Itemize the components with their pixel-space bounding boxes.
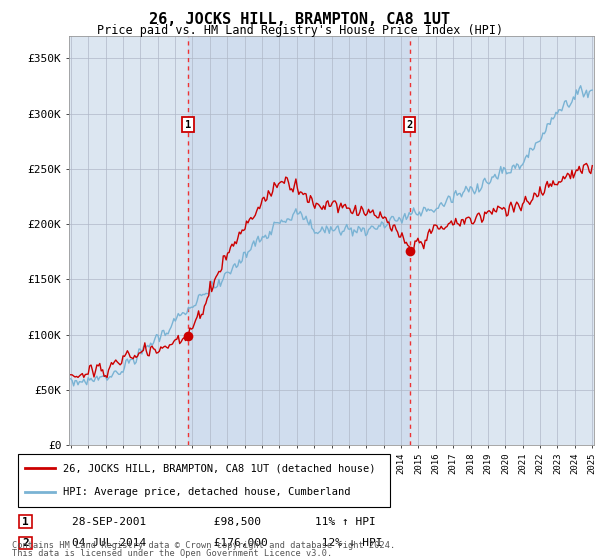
Text: 04-JUL-2014          £176,000        12% ↓ HPI: 04-JUL-2014 £176,000 12% ↓ HPI bbox=[45, 538, 383, 548]
Text: Price paid vs. HM Land Registry's House Price Index (HPI): Price paid vs. HM Land Registry's House … bbox=[97, 24, 503, 37]
Text: HPI: Average price, detached house, Cumberland: HPI: Average price, detached house, Cumb… bbox=[62, 487, 350, 497]
Text: 1: 1 bbox=[22, 517, 29, 526]
Text: This data is licensed under the Open Government Licence v3.0.: This data is licensed under the Open Gov… bbox=[12, 549, 332, 558]
Bar bbox=[188, 36, 410, 445]
Text: 26, JOCKS HILL, BRAMPTON, CA8 1UT: 26, JOCKS HILL, BRAMPTON, CA8 1UT bbox=[149, 12, 451, 27]
Text: 1: 1 bbox=[185, 120, 191, 130]
Text: 26, JOCKS HILL, BRAMPTON, CA8 1UT (detached house): 26, JOCKS HILL, BRAMPTON, CA8 1UT (detac… bbox=[62, 464, 375, 474]
FancyBboxPatch shape bbox=[19, 536, 32, 549]
Text: 2: 2 bbox=[22, 538, 29, 548]
Text: Contains HM Land Registry data © Crown copyright and database right 2024.: Contains HM Land Registry data © Crown c… bbox=[12, 541, 395, 550]
FancyBboxPatch shape bbox=[19, 515, 32, 528]
FancyBboxPatch shape bbox=[18, 454, 390, 507]
Text: 2: 2 bbox=[407, 120, 413, 130]
Text: 28-SEP-2001          £98,500        11% ↑ HPI: 28-SEP-2001 £98,500 11% ↑ HPI bbox=[45, 517, 376, 527]
